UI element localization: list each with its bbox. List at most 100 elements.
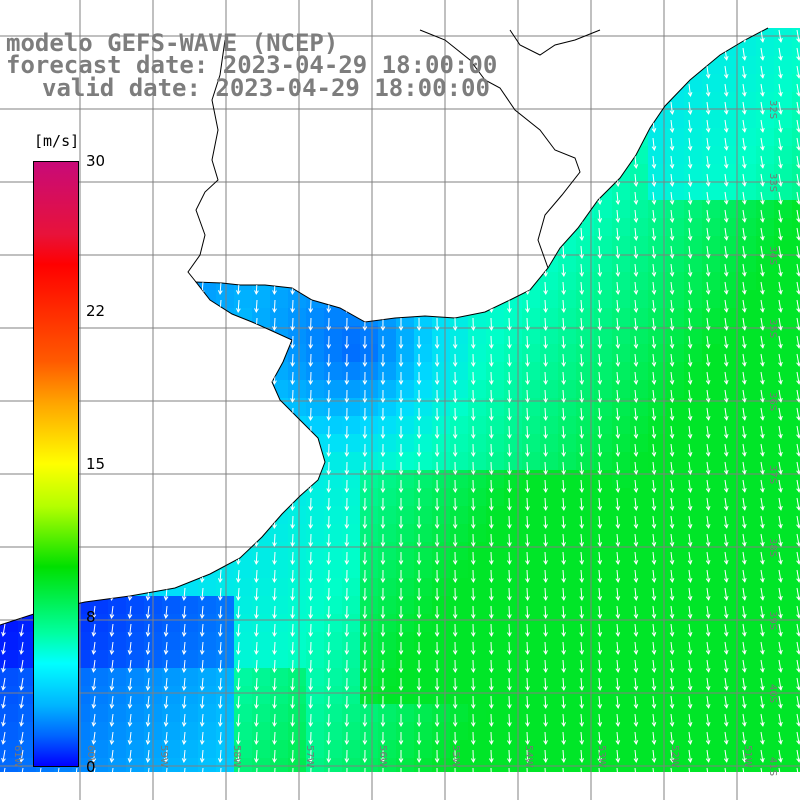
wind-cell (720, 632, 738, 650)
wind-arrow (452, 335, 458, 350)
wind-arrow (760, 299, 765, 313)
wind-arrow (597, 461, 603, 475)
wind-arrow (470, 335, 476, 350)
wind-cell (774, 758, 792, 772)
wind-arrow (705, 101, 711, 115)
wind-arrow (362, 695, 368, 710)
wind-cell (774, 182, 792, 200)
wind-cell (288, 542, 306, 560)
wind-arrow (525, 461, 530, 476)
wind-cell (720, 92, 738, 110)
wind-arrow (434, 569, 440, 584)
wind-cell (504, 326, 522, 344)
wind-cell (540, 740, 558, 758)
wind-cell (594, 758, 612, 772)
wind-cell (774, 452, 792, 470)
wind-arrow (723, 335, 729, 349)
wind-arrow (380, 551, 386, 566)
wind-cell (450, 542, 468, 560)
wind-arrow (362, 569, 368, 584)
wind-arrow (687, 353, 693, 367)
wind-arrow (272, 569, 277, 584)
wind-arrow (651, 173, 657, 187)
wind-arrow (344, 425, 350, 440)
wind-arrow (705, 713, 711, 727)
wind-arrow (615, 389, 621, 403)
wind-cell (720, 56, 738, 74)
wind-arrow (561, 443, 566, 458)
wind-cell (702, 236, 720, 254)
wind-cell (792, 650, 800, 668)
wind-cell (738, 110, 756, 128)
wind-arrow (543, 407, 548, 422)
wind-arrow (543, 335, 548, 350)
wind-cell (324, 470, 342, 488)
wind-arrow (651, 281, 657, 295)
wind-arrow (741, 533, 747, 547)
wind-cell (666, 506, 684, 524)
wind-arrow (272, 659, 277, 674)
wind-cell (396, 506, 414, 524)
wind-arrow (633, 641, 639, 655)
wind-arrow (398, 731, 404, 746)
wind-arrow (344, 353, 350, 368)
wind-arrow (1, 749, 6, 763)
wind-cell (414, 542, 432, 560)
wind-arrow (452, 533, 458, 548)
wind-arrow (470, 371, 476, 386)
wind-arrow (651, 713, 657, 727)
wind-arrow (651, 317, 657, 331)
wind-arrow (398, 569, 404, 584)
wind-arrow (380, 659, 386, 674)
wind-arrow (272, 605, 277, 620)
wind-cell (720, 326, 738, 344)
wind-arrow (111, 767, 114, 772)
wind-cell (684, 470, 702, 488)
wind-cell (612, 452, 630, 470)
wind-arrow (1, 731, 6, 745)
wind-cell (648, 326, 666, 344)
wind-cell (522, 344, 540, 362)
wind-arrow (615, 317, 621, 331)
wind-arrow (669, 443, 675, 457)
wind-arrow (290, 677, 295, 692)
wind-arrow (272, 749, 277, 764)
wind-arrow (488, 677, 494, 692)
wind-arrow (741, 677, 747, 691)
wind-arrow (109, 605, 115, 619)
wind-cell (738, 470, 756, 488)
wind-cell (720, 686, 738, 704)
wind-cell (684, 452, 702, 470)
wind-cell (756, 218, 774, 236)
wind-arrow (272, 731, 277, 746)
wind-arrow (416, 389, 422, 404)
wind-arrow (597, 551, 603, 565)
wind-arrow (344, 461, 350, 476)
wind-arrow (543, 587, 548, 602)
wind-arrow (507, 479, 512, 494)
wind-cell (342, 452, 360, 470)
wind-arrow (723, 605, 729, 619)
wind-cell (792, 614, 800, 632)
wind-arrow (380, 677, 386, 692)
wind-arrow (326, 731, 332, 746)
wind-cell (612, 434, 630, 452)
wind-cell (432, 650, 450, 668)
wind-cell (540, 272, 558, 290)
wind-cell (342, 632, 360, 650)
wind-cell (666, 578, 684, 596)
wind-arrow (723, 695, 729, 709)
wind-arrow (362, 461, 368, 476)
wind-cell (702, 452, 720, 470)
wind-cell (414, 668, 432, 686)
wind-cell (702, 506, 720, 524)
wind-arrow (470, 479, 476, 494)
wind-arrow (145, 641, 151, 655)
wind-cell (756, 182, 774, 200)
wind-arrow (380, 407, 386, 422)
wind-cell (666, 380, 684, 398)
wind-cell (468, 416, 486, 434)
wind-cell (486, 632, 504, 650)
wind-arrow (398, 317, 404, 332)
